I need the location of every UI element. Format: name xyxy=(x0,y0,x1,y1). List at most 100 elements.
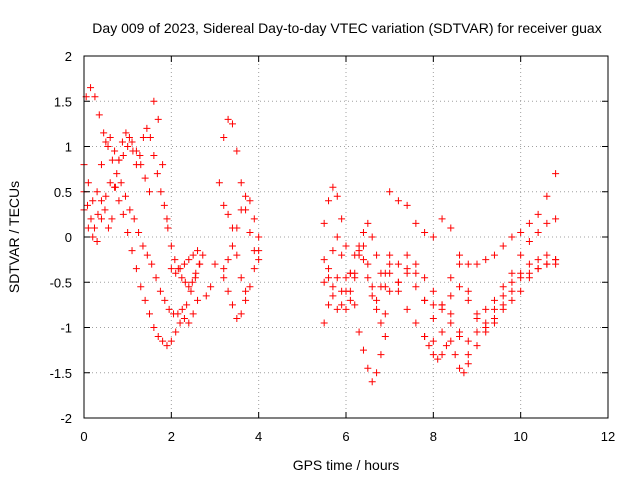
data-point xyxy=(150,324,158,331)
y-tick-label: 0.5 xyxy=(54,185,72,200)
data-point xyxy=(456,260,464,268)
data-point xyxy=(473,260,481,268)
data-point xyxy=(106,179,114,187)
x-tick-label: 12 xyxy=(601,429,615,444)
data-point xyxy=(517,251,525,259)
data-point xyxy=(473,328,481,336)
data-point xyxy=(346,296,354,304)
data-point xyxy=(165,305,173,313)
data-point xyxy=(543,219,551,227)
y-tick-label: -0.5 xyxy=(50,275,72,290)
series-track-b xyxy=(82,84,204,318)
data-point xyxy=(447,319,455,327)
data-point xyxy=(508,278,516,286)
data-point xyxy=(113,170,121,178)
data-point xyxy=(394,197,402,205)
data-point xyxy=(108,156,116,164)
data-point xyxy=(447,337,455,345)
data-point xyxy=(172,328,180,336)
data-point xyxy=(368,292,376,300)
data-point xyxy=(320,256,328,264)
data-point xyxy=(464,351,472,359)
data-point xyxy=(381,283,389,291)
chart-title: Day 009 of 2023, Sidereal Day-to-day VTE… xyxy=(92,20,601,36)
data-point xyxy=(342,242,350,250)
data-point xyxy=(517,274,525,282)
data-point xyxy=(233,314,241,322)
data-point xyxy=(95,111,103,119)
data-point xyxy=(154,333,162,341)
data-point xyxy=(174,310,182,318)
data-point xyxy=(325,265,333,273)
data-point xyxy=(255,256,263,264)
y-tick-label: 1 xyxy=(65,140,72,155)
data-point xyxy=(128,247,136,255)
data-point xyxy=(342,287,350,295)
data-point xyxy=(338,251,346,259)
data-point xyxy=(141,174,149,182)
data-point xyxy=(102,192,110,200)
data-point xyxy=(161,296,169,304)
data-point xyxy=(195,260,203,268)
data-point xyxy=(89,197,97,205)
data-point xyxy=(83,201,91,209)
data-point xyxy=(377,319,385,327)
data-point xyxy=(543,251,551,259)
data-point xyxy=(97,197,105,205)
data-point xyxy=(180,260,188,268)
data-point xyxy=(237,274,245,282)
data-point xyxy=(508,287,516,295)
data-point xyxy=(255,247,263,255)
data-point xyxy=(180,314,188,322)
series-track-l xyxy=(320,242,389,327)
x-tick-label: 0 xyxy=(80,429,87,444)
data-point xyxy=(438,328,446,336)
data-point xyxy=(447,224,455,232)
data-point xyxy=(148,260,156,268)
data-point xyxy=(146,188,153,196)
data-point xyxy=(355,328,363,336)
data-point xyxy=(373,369,381,377)
data-point xyxy=(329,283,337,291)
data-point xyxy=(136,152,144,160)
data-point xyxy=(456,283,464,291)
data-point xyxy=(242,296,250,304)
data-point xyxy=(333,192,341,200)
data-point xyxy=(163,215,171,223)
data-point xyxy=(242,192,250,200)
data-point xyxy=(517,287,525,295)
data-point xyxy=(373,305,381,313)
data-point xyxy=(139,242,147,250)
data-point xyxy=(320,219,328,227)
data-point xyxy=(125,133,133,141)
data-point xyxy=(325,274,333,282)
data-point xyxy=(250,265,258,273)
data-point xyxy=(386,251,394,259)
data-point xyxy=(394,260,402,268)
data-point xyxy=(189,251,197,259)
series-track-m xyxy=(386,170,560,268)
data-point xyxy=(386,287,394,295)
data-point xyxy=(152,274,160,282)
data-point xyxy=(429,287,437,295)
data-point xyxy=(333,305,341,313)
data-point xyxy=(447,292,455,300)
data-point xyxy=(368,233,376,241)
data-point xyxy=(543,192,551,200)
data-point xyxy=(333,233,341,241)
data-point xyxy=(412,283,420,291)
series-track-f xyxy=(220,192,263,273)
data-point xyxy=(338,215,346,223)
data-point xyxy=(490,251,498,259)
data-point xyxy=(490,305,498,313)
data-point xyxy=(101,206,109,214)
data-point xyxy=(377,351,385,359)
data-point xyxy=(111,183,119,191)
data-point xyxy=(167,337,175,345)
data-point xyxy=(325,301,333,309)
data-point xyxy=(87,215,95,223)
data-point xyxy=(189,310,197,318)
data-point xyxy=(403,265,411,273)
data-point xyxy=(187,287,195,295)
y-axis-label: SDTVAR / TECUs xyxy=(6,181,22,293)
